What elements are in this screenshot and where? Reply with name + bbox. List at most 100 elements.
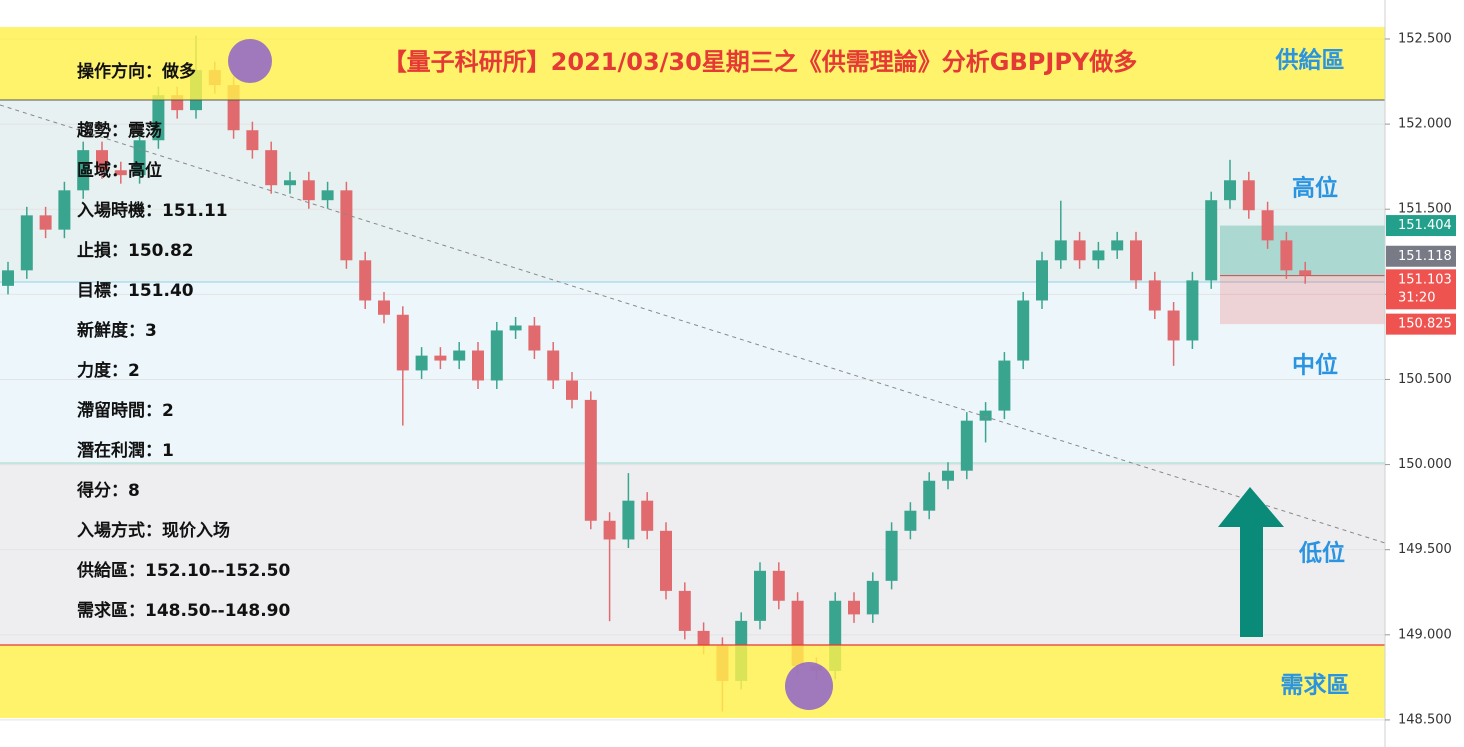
candle-body — [2, 270, 14, 286]
candle-body — [979, 410, 992, 421]
candle-body — [96, 150, 108, 171]
highlight-circle — [228, 39, 272, 83]
candle-body — [58, 190, 71, 230]
up-arrow — [1218, 487, 1284, 637]
trendline — [0, 104, 1386, 544]
candle-body — [114, 170, 127, 176]
candle-body — [1036, 260, 1048, 301]
note: 止損：150.82 — [77, 240, 194, 261]
candle-body — [39, 215, 52, 230]
price-tag-label: 150.825 — [1398, 317, 1452, 332]
candle-body — [923, 480, 936, 511]
stop-area — [1220, 275, 1385, 325]
note: 供給區：152.10--152.50 — [76, 560, 290, 581]
candle-body — [302, 180, 315, 201]
candle-body — [697, 630, 710, 646]
candle-body — [246, 130, 259, 151]
candle-body — [434, 355, 447, 361]
y-tick-label: 152.500 — [1398, 31, 1452, 46]
price-tag-label: 151.118 — [1398, 249, 1452, 264]
candle-body — [866, 580, 879, 615]
candle-body — [848, 600, 860, 615]
highlight-circle — [785, 662, 833, 710]
candle-body — [1205, 200, 1218, 281]
candle-body — [1261, 210, 1274, 241]
candle-body — [1148, 280, 1161, 311]
chart-title: 【量子科研所】2021/03/30星期三之《供需理論》分析GBPJPY做多 — [383, 48, 1138, 76]
candle-body — [678, 590, 691, 631]
note: 入場方式：现价入场 — [77, 520, 230, 541]
candle-body — [133, 140, 146, 176]
candle-body — [528, 325, 541, 351]
note: 區域：高位 — [77, 160, 162, 181]
candle-body — [1224, 180, 1236, 201]
candle-body — [641, 500, 654, 531]
note: 力度：2 — [77, 360, 140, 381]
price-tag — [1386, 269, 1456, 310]
candle-body — [284, 180, 296, 186]
y-tick-label: 148.500 — [1398, 712, 1452, 727]
candle-body — [490, 330, 503, 381]
candle-body — [566, 380, 578, 400]
candle-body — [603, 520, 616, 540]
candle-body — [1054, 240, 1067, 261]
price-tag-label: 151.103 — [1398, 272, 1452, 287]
candle-body — [772, 570, 785, 601]
candle-body — [453, 350, 466, 361]
candle-body — [942, 470, 954, 481]
low-band — [0, 463, 1385, 645]
note: 操作方向：做多 — [77, 61, 196, 82]
candle-body — [340, 190, 353, 261]
candle-body — [1186, 280, 1199, 341]
candle-body — [359, 260, 372, 301]
zone-label: 供給區 — [1275, 47, 1345, 74]
y-tick-label: 151.500 — [1398, 202, 1452, 217]
candle-body — [378, 300, 390, 315]
candle-body — [960, 420, 973, 471]
candle-body — [1017, 300, 1030, 361]
axis-panel — [1385, 0, 1464, 747]
candle-body — [321, 190, 334, 201]
candle-body — [1073, 240, 1086, 261]
zone-label: 中位 — [1292, 352, 1338, 379]
note: 趨勢：震荡 — [76, 120, 162, 141]
demand-zone — [0, 645, 1385, 718]
candle-body — [152, 95, 165, 141]
candle-body — [1130, 240, 1142, 281]
candle-body — [1167, 310, 1180, 341]
candle-body — [20, 215, 33, 271]
note: 目標：151.40 — [77, 280, 194, 301]
candle-body — [1242, 180, 1255, 211]
candle-body — [584, 399, 597, 521]
candle-body — [904, 510, 917, 531]
candle-body — [1299, 270, 1312, 276]
candle-body — [547, 350, 560, 381]
candle-body — [1280, 240, 1293, 271]
y-tick-label: 149.500 — [1398, 542, 1452, 557]
candle-body — [1092, 250, 1105, 261]
note: 需求區：148.50--148.90 — [77, 600, 290, 621]
candle-body — [77, 150, 90, 191]
note: 得分：8 — [76, 480, 140, 501]
candle-body — [660, 530, 672, 591]
note: 潛在利潤：1 — [77, 440, 174, 461]
candle-body — [998, 360, 1011, 411]
candle-body — [754, 570, 766, 621]
target-area — [1220, 225, 1385, 276]
candle-body — [472, 350, 484, 381]
y-tick-label: 150.500 — [1398, 372, 1452, 387]
candle-body — [396, 314, 409, 371]
note: 新鮮度：3 — [77, 320, 157, 341]
candle-body — [622, 500, 635, 540]
zone-label: 高位 — [1292, 175, 1338, 202]
mid-band — [0, 282, 1385, 463]
note: 入場時機：151.11 — [77, 200, 228, 221]
high-band — [0, 100, 1385, 282]
price-tag — [1386, 313, 1456, 335]
zone-label: 需求區 — [1281, 673, 1350, 699]
candle-body — [265, 150, 278, 186]
price-tag-sub: 31:20 — [1398, 290, 1435, 305]
price-tag — [1386, 245, 1456, 267]
price-tag — [1386, 215, 1456, 237]
